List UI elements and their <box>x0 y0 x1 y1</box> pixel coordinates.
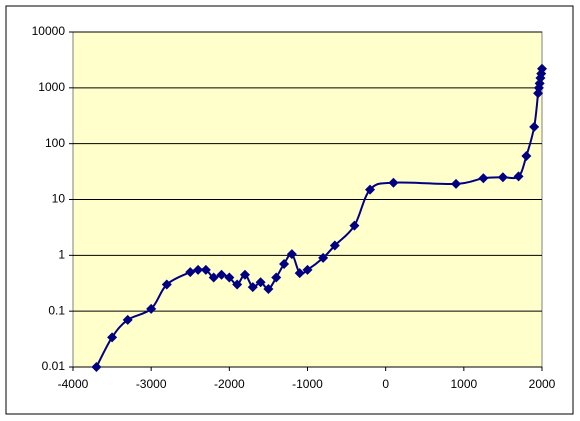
marker <box>200 264 211 275</box>
x-tick-label: -1000 <box>292 377 323 391</box>
y-tick-label: 0.01 <box>42 359 66 373</box>
marker <box>193 264 204 275</box>
marker <box>232 279 243 290</box>
marker <box>279 258 290 269</box>
marker <box>365 184 376 195</box>
marker <box>161 279 172 290</box>
x-tick-label: -4000 <box>58 377 89 391</box>
marker <box>263 283 274 294</box>
marker <box>349 220 360 231</box>
y-tick-label: 1000 <box>38 80 65 94</box>
marker <box>208 272 219 283</box>
marker <box>318 252 329 263</box>
x-tick-label: -2000 <box>214 377 245 391</box>
y-tick-label: 100 <box>45 136 65 150</box>
marker <box>388 177 399 188</box>
marker <box>247 282 258 293</box>
marker <box>329 240 340 251</box>
y-tick-label: 10000 <box>32 24 66 38</box>
x-tick-label: 0 <box>382 377 389 391</box>
marker <box>255 277 266 288</box>
marker <box>513 171 524 182</box>
x-tick-label: 1000 <box>450 377 477 391</box>
marker <box>302 264 313 275</box>
marker <box>478 173 489 184</box>
y-tick-label: 10 <box>52 192 66 206</box>
marker <box>286 249 297 260</box>
marker <box>239 269 250 280</box>
marker <box>122 314 133 325</box>
y-tick-label: 0.1 <box>48 303 65 317</box>
y-tick-label: 1 <box>58 248 65 262</box>
marker <box>497 172 508 183</box>
x-tick-label: 2000 <box>529 377 556 391</box>
marker <box>529 121 540 132</box>
marker <box>185 267 196 278</box>
x-tick-label: -3000 <box>136 377 167 391</box>
marker <box>271 272 282 283</box>
marker <box>216 269 227 280</box>
marker <box>451 178 462 189</box>
marker <box>146 303 157 314</box>
marker <box>294 268 305 279</box>
marker <box>521 151 532 162</box>
marker <box>224 272 235 283</box>
marker <box>91 362 102 372</box>
marker <box>537 63 547 74</box>
marker <box>107 332 118 343</box>
